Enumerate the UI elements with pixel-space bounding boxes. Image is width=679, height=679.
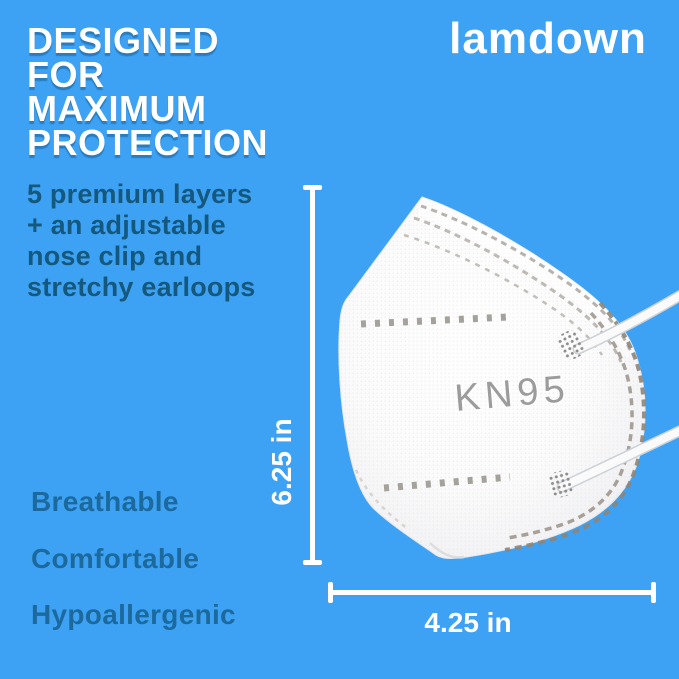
bottom-tip-crease [429,542,465,559]
feature-hypoallergenic: Hypoallergenic [31,599,236,630]
feature-breathable: Breathable [31,486,179,517]
strap-weld-upper [557,330,585,360]
height-dimension-cap-bottom [303,560,322,565]
width-dimension-line [330,590,654,595]
stitch-bottom-left [354,469,409,530]
earloop-strap-upper [572,289,679,355]
height-dimension-label: 6.25 in [266,418,297,506]
brand-logo: lamdown [449,14,647,63]
mask-print-emboss-highlight: KN95 [455,369,573,421]
headline: DESIGNED FOR MAXIMUM PROTECTION [27,20,269,163]
earloop-strap-lower [556,425,679,493]
mask-print: KN95 [453,368,571,420]
pleat-stitch-upper [360,313,510,328]
mask-top-flap [418,197,635,359]
height-dimension-line [310,187,315,565]
width-dimension-cap-right [651,582,656,603]
strap-weld-lower [549,470,573,498]
width-dimension-label: 4.25 in [424,607,512,638]
edge-stitch-inner [506,311,634,540]
edge-stitch-outer [504,301,646,552]
description-text: 5 premium layers + an adjustable nose cl… [27,179,256,302]
stitch-row-top-3 [403,233,604,356]
stitch-row-top-2 [413,216,623,363]
feature-comfortable: Comfortable [31,543,200,574]
